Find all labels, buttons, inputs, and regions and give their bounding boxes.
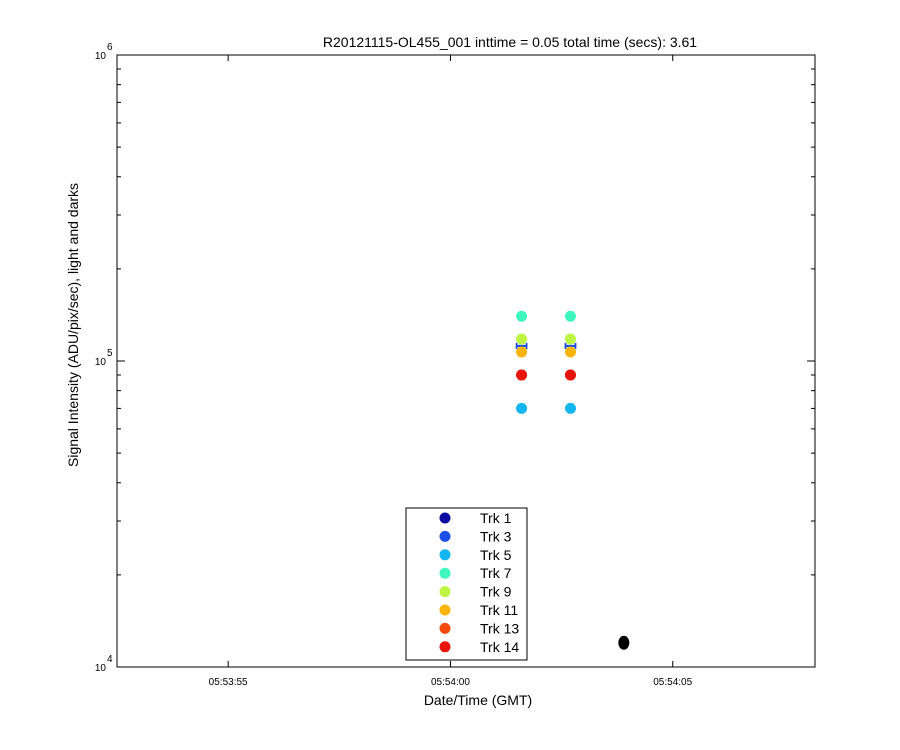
legend-label: Trk 3 bbox=[480, 528, 512, 544]
data-point bbox=[516, 310, 528, 322]
legend-marker bbox=[439, 622, 451, 634]
dark-data-point bbox=[618, 635, 630, 650]
legend-marker bbox=[439, 530, 451, 542]
y-axis-label: Signal Intensity (ADU/pix/sec), light an… bbox=[65, 183, 81, 467]
legend-label: Trk 13 bbox=[480, 620, 519, 636]
legend-label: Trk 14 bbox=[480, 639, 519, 655]
y-tick-label: 10 bbox=[95, 51, 107, 62]
legend-label: Trk 7 bbox=[480, 565, 512, 581]
x-tick-label: 05:54:05 bbox=[653, 677, 692, 688]
data-point bbox=[516, 333, 528, 345]
legend-box bbox=[405, 507, 528, 661]
legend-marker bbox=[439, 586, 451, 598]
legend-label: Trk 11 bbox=[480, 602, 518, 618]
y-tick-exponent: 4 bbox=[107, 654, 113, 665]
data-point bbox=[564, 369, 576, 381]
legend-label: Trk 9 bbox=[480, 584, 512, 600]
y-tick-label: 10 bbox=[95, 357, 107, 368]
chart-title: R20121115-OL455_001 inttime = 0.05 total… bbox=[323, 34, 697, 50]
legend-marker bbox=[439, 641, 451, 653]
y-tick-exponent: 6 bbox=[107, 42, 113, 53]
y-tick-exponent: 5 bbox=[107, 348, 113, 359]
data-point bbox=[564, 310, 576, 322]
legend-label: Trk 1 bbox=[480, 510, 512, 526]
y-tick-label: 10 bbox=[95, 663, 107, 674]
data-point bbox=[564, 402, 576, 414]
x-axis-label: Date/Time (GMT) bbox=[424, 692, 532, 708]
legend-marker bbox=[439, 604, 451, 616]
x-tick-label: 05:54:00 bbox=[431, 677, 470, 688]
legend-marker bbox=[439, 512, 451, 524]
x-tick-label: 05:53:55 bbox=[209, 677, 248, 688]
legend-marker bbox=[439, 567, 451, 579]
legend-marker bbox=[439, 549, 451, 561]
data-point bbox=[516, 402, 528, 414]
data-point bbox=[564, 346, 576, 358]
data-point bbox=[516, 346, 528, 358]
legend-label: Trk 5 bbox=[480, 547, 512, 563]
data-point bbox=[564, 333, 576, 345]
data-point bbox=[516, 369, 528, 381]
